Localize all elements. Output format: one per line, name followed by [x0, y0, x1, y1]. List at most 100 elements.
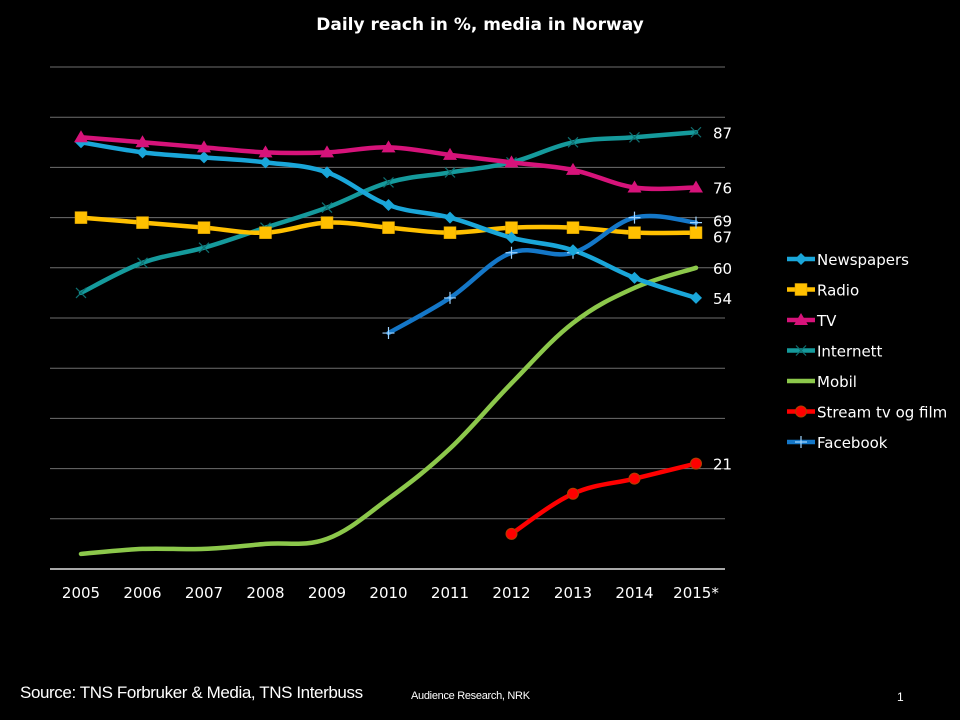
legend-marker-stream-tv-og-film [795, 405, 807, 418]
data-point-internett [383, 177, 394, 188]
x-tick-label: 2010 [369, 584, 407, 602]
x-tick-label: 2012 [492, 584, 530, 602]
data-point-internett [75, 287, 87, 299]
data-point-tv [258, 145, 273, 158]
data-point-internett [198, 242, 210, 254]
data-label-radio: 67 [713, 229, 732, 247]
data-point-stream-tv-og-film [690, 457, 702, 470]
data-point-facebook [382, 327, 395, 340]
data-point-newspapers [567, 244, 579, 257]
x-tick-label: 2006 [123, 584, 161, 602]
series-markers [74, 126, 703, 540]
data-point-internett [567, 136, 579, 148]
data-point-internett [321, 202, 333, 213]
legend-item-tv: TV [787, 312, 837, 330]
data-point-newspapers [321, 166, 333, 179]
legend-marker-internett [795, 345, 807, 356]
legend-label: Internett [817, 343, 883, 361]
data-point-radio [566, 221, 580, 234]
series-line-newspapers [78, 140, 699, 301]
data-point-facebook [690, 216, 702, 229]
source-note: Source: TNS Forbruker & Media, TNS Inter… [20, 683, 363, 702]
data-point-stream-tv-og-film [567, 487, 579, 500]
x-tick-label: 2007 [185, 584, 223, 602]
legend-item-radio: Radio [787, 282, 859, 300]
legend-item-stream-tv-og-film: Stream tv og film [787, 404, 947, 422]
x-tick-label: 2013 [554, 584, 592, 602]
data-point-newspapers [382, 199, 395, 212]
series-lines [78, 130, 699, 557]
data-point-internett [137, 257, 148, 269]
data-point-facebook [628, 211, 641, 224]
data-point-facebook [444, 291, 456, 304]
data-point-newspapers [136, 146, 149, 159]
legend-label: Facebook [817, 434, 888, 452]
series-line-stream-tv-og-film [509, 461, 699, 537]
data-label-internett: 87 [713, 124, 732, 142]
data-point-internett [690, 126, 702, 138]
data-point-tv [381, 140, 396, 153]
gridlines [50, 66, 725, 520]
data-point-newspapers [690, 291, 702, 304]
data-point-tv [197, 140, 211, 153]
x-tick-label: 2014 [615, 584, 653, 602]
chart-title: Daily reach in %, media in Norway [316, 15, 643, 35]
data-point-tv [135, 135, 150, 148]
data-point-tv [566, 162, 580, 175]
legend-label: Radio [817, 282, 859, 300]
legend-label: Mobil [817, 373, 857, 391]
data-point-tv [689, 180, 703, 193]
data-point-radio [382, 221, 395, 234]
legend-marker-radio [794, 283, 808, 296]
data-point-newspapers [505, 231, 518, 244]
data-point-radio [320, 216, 334, 229]
data-label-tv: 76 [713, 179, 732, 197]
data-point-radio [628, 226, 641, 239]
legend-item-facebook: Facebook [787, 434, 888, 452]
legend-item-newspapers: Newspapers [787, 251, 909, 269]
legend-item-internett: Internett [787, 343, 883, 361]
data-label-newspapers: 54 [713, 290, 732, 308]
data-point-newspapers [259, 156, 272, 169]
data-point-tv [320, 145, 334, 158]
data-point-radio [136, 216, 149, 229]
data-point-stream-tv-og-film [628, 472, 641, 485]
legend: Newspapers Radio TV Internett Mobil Stream tv… [787, 251, 947, 452]
data-point-tv [443, 147, 457, 160]
page-number: 1 [897, 690, 904, 704]
x-tick-labels: 2005 2006 2007 2008 2009 2010 2011 2012 2013 2014… [62, 584, 719, 602]
data-point-newspapers [198, 151, 210, 164]
data-point-stream-tv-og-film [505, 527, 518, 540]
data-label-facebook: 69 [713, 213, 732, 231]
data-point-newspapers [628, 271, 641, 284]
legend-label: TV [816, 312, 837, 330]
x-tick-label: 2015* [673, 584, 719, 602]
x-tick-label: 2009 [308, 584, 346, 602]
data-point-internett [629, 131, 640, 143]
data-point-radio [74, 211, 88, 224]
data-labels: 54 67 76 87 60 21 69 [713, 124, 732, 473]
data-point-newspapers [444, 211, 456, 224]
data-label-mobil: 60 [713, 260, 732, 278]
legend-marker-newspapers [795, 253, 807, 265]
series-line-internett [78, 130, 699, 296]
data-point-tv [627, 180, 642, 193]
data-point-facebook [505, 246, 518, 259]
data-point-tv [74, 130, 88, 143]
x-tick-label: 2008 [246, 584, 284, 602]
legend-label: Stream tv og film [817, 404, 947, 422]
data-point-internett [444, 166, 456, 178]
legend-marker-facebook [795, 436, 807, 448]
data-point-radio [259, 226, 272, 239]
data-point-radio [443, 226, 457, 239]
x-tick-label: 2005 [62, 584, 100, 602]
x-tick-label: 2011 [431, 584, 469, 602]
data-point-radio [197, 221, 211, 234]
legend-label: Newspapers [817, 251, 909, 269]
legend-item-mobil: Mobil [787, 373, 857, 391]
legend-marker-tv [794, 313, 808, 325]
credit-note: Audience Research, NRK [411, 690, 530, 702]
series-line-mobil [78, 265, 699, 557]
data-point-tv [504, 155, 519, 168]
